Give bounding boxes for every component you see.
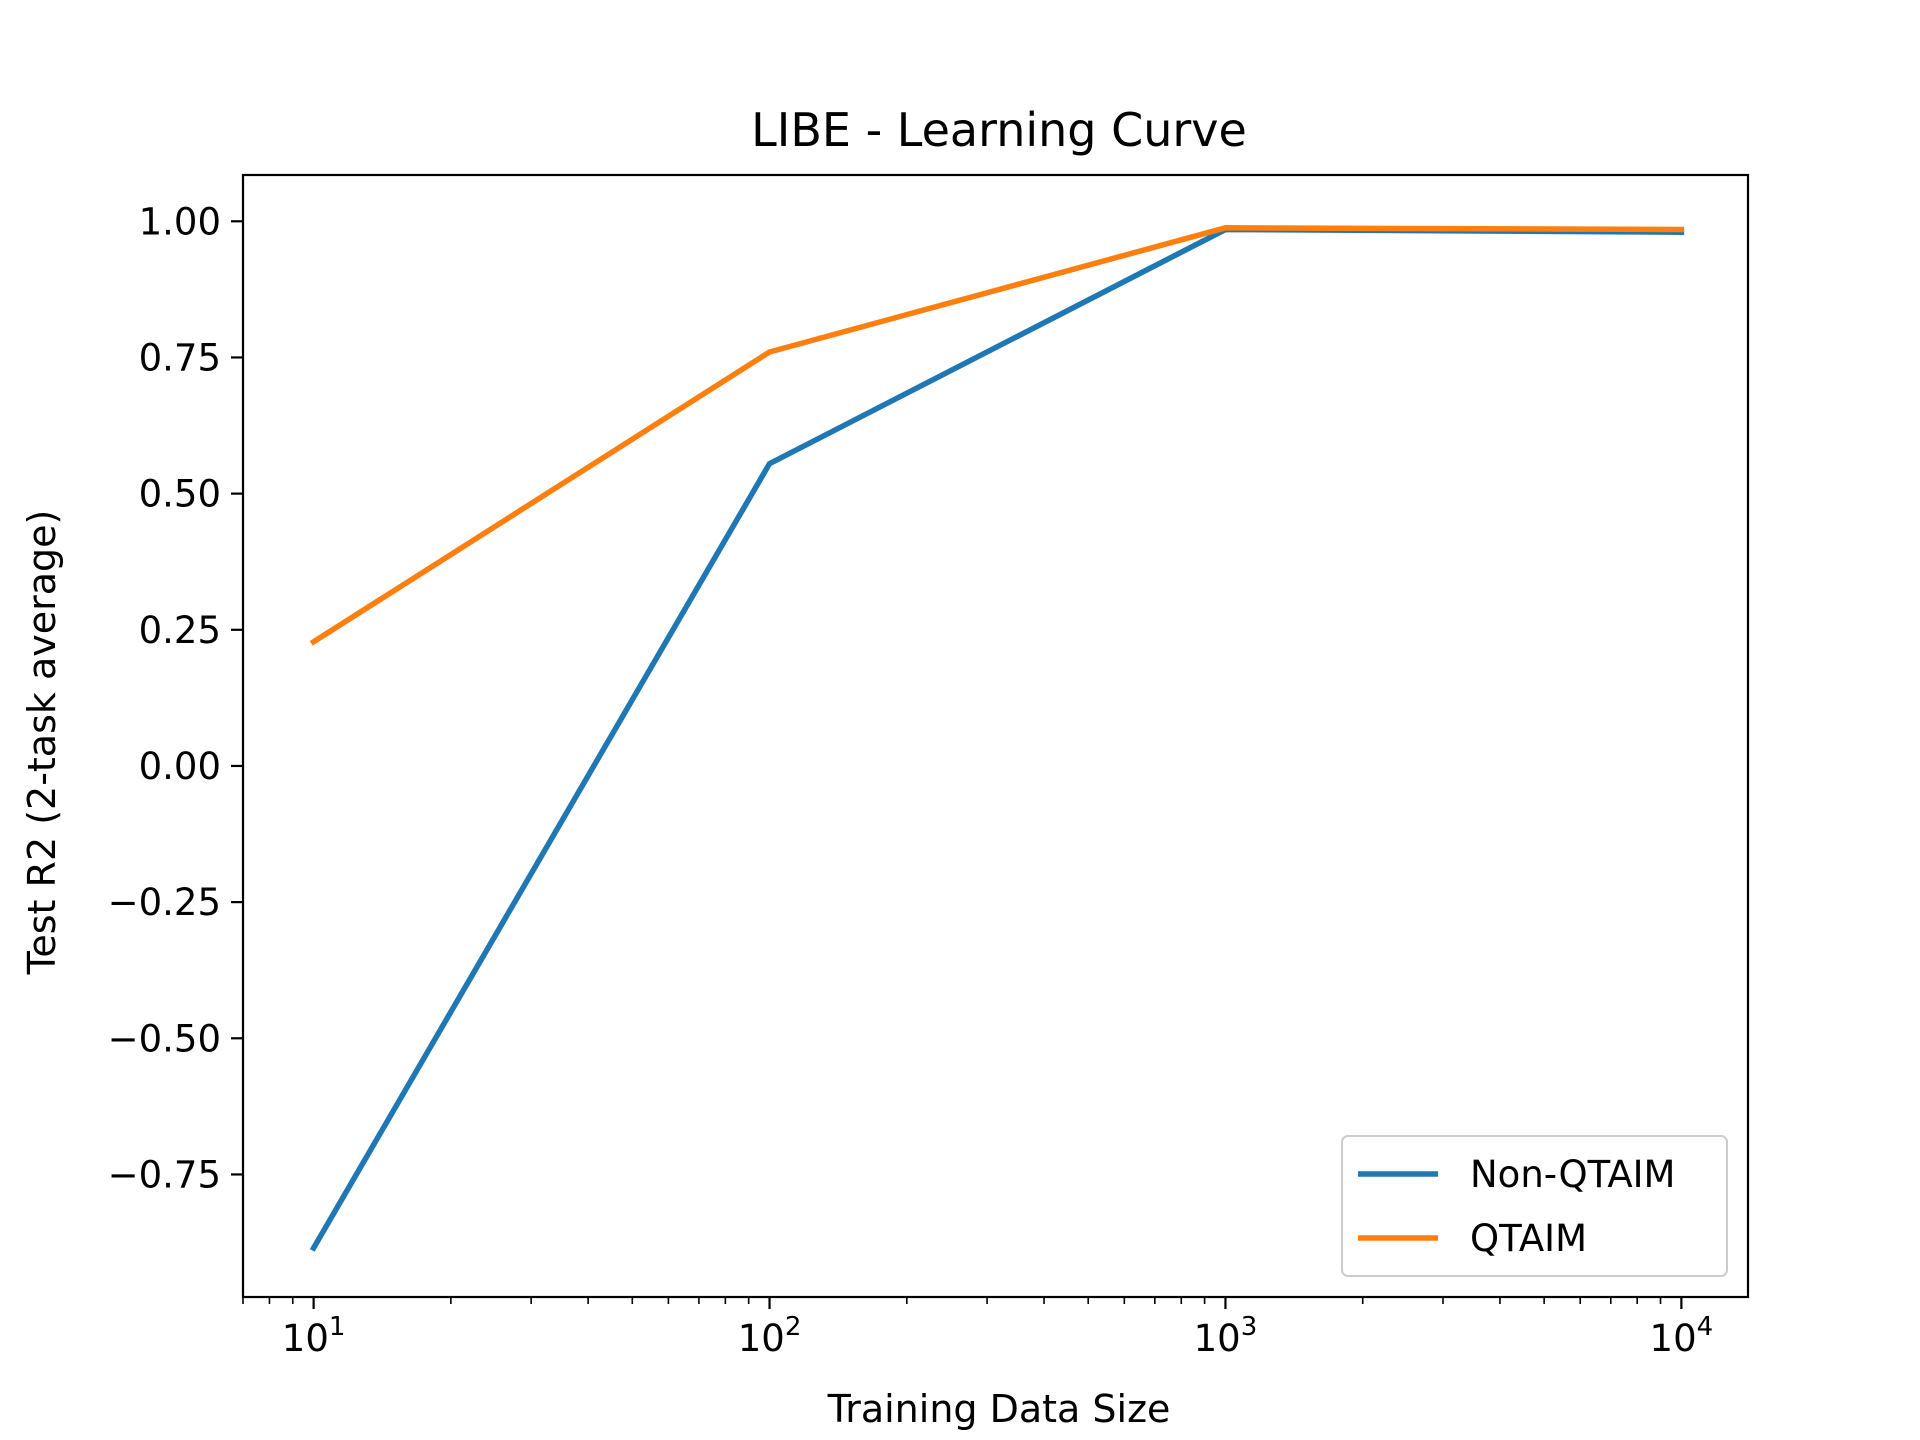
y-tick-label: 0.00	[139, 745, 221, 788]
y-tick-label: 0.75	[139, 336, 221, 379]
x-tick-label: 104	[1650, 1312, 1714, 1360]
y-tick-label: −0.25	[108, 881, 221, 924]
y-axis-label: Test R2 (2-task average)	[20, 510, 64, 976]
x-tick-label: 103	[1194, 1312, 1258, 1360]
y-tick-label: 0.50	[139, 473, 221, 516]
y-tick-label: −0.75	[108, 1153, 221, 1196]
x-tick-label: 101	[282, 1312, 346, 1360]
y-tick-label: −0.50	[108, 1017, 221, 1060]
y-tick-label: 0.25	[139, 609, 221, 652]
legend: Non-QTAIM QTAIM	[1341, 1135, 1728, 1277]
series-line-qtaim	[309, 225, 1685, 646]
legend-label: Non-QTAIM	[1470, 1153, 1675, 1196]
x-axis-label: Training Data Size	[827, 1387, 1171, 1431]
plot-area: 1.00 0.75 0.50 0.25 0.00 −0.25 −0.50 −0.75 101 10…	[108, 173, 1750, 1360]
plot-frame	[241, 173, 1750, 1299]
legend-label: QTAIM	[1470, 1217, 1587, 1260]
chart-title: LIBE - Learning Curve	[751, 103, 1247, 157]
legend-box	[1341, 1135, 1728, 1277]
y-tick-label: 1.00	[139, 200, 221, 243]
x-tick-label: 102	[738, 1312, 802, 1360]
